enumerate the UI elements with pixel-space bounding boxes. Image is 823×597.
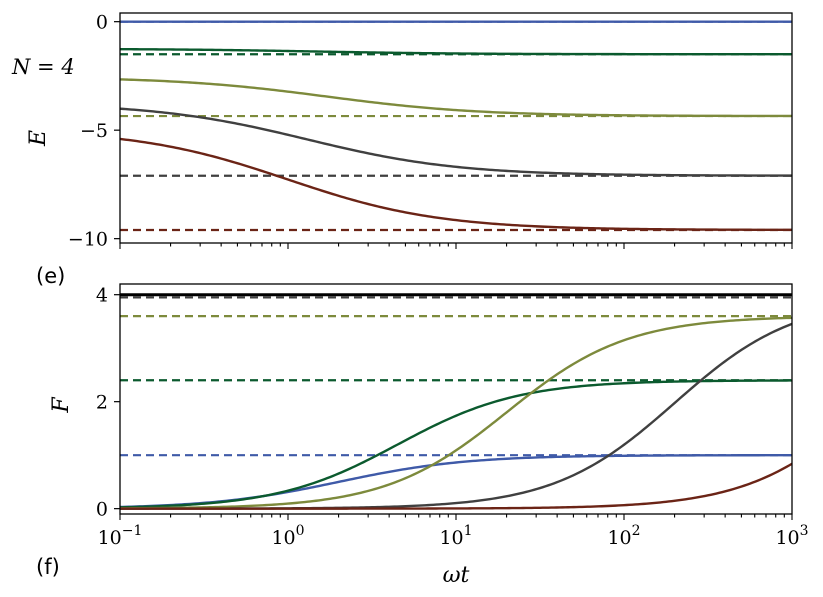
y-tick-label: −10 [68,229,108,251]
series-line-8 [120,462,792,510]
series-line-4 [120,316,792,510]
panel-tag-f: (f) [36,555,60,579]
series-line-2 [120,379,792,509]
y-tick-label: 0 [96,12,108,34]
series-line-4 [120,78,792,118]
y-tick-label: −5 [80,120,108,142]
time-axis-label: ωt [443,563,470,588]
x-tick-label: 101 [439,523,472,549]
series-line-6 [120,107,792,177]
panel-tag-e: (e) [36,264,65,288]
y-tick-label: 4 [96,285,108,307]
series-line-2 [120,47,792,56]
energy-axes-frame [119,12,793,244]
energy-panel: 0 −5 −10 N = 4 E (e) [11,12,793,288]
x-tick-label: 100 [271,523,304,549]
fidelity-axes-frame [119,283,793,515]
y-tick-label: 2 [96,392,108,414]
fidelity-curves [120,293,792,510]
energy-axis-label: E [26,130,51,147]
series-line-8 [120,137,792,232]
fidelity-axis-label: F [49,397,74,414]
x-tick-label: 102 [607,523,640,549]
y-tick-label: 0 [96,499,108,521]
fidelity-ticks: 0 2 4 10−1 100 101 102 103 [96,285,809,549]
particle-number-annotation: N = 4 [11,55,75,79]
x-tick-label: 103 [775,523,808,549]
energy-curves [120,20,792,232]
x-tick-label: 10−1 [98,523,143,549]
energy-ticks: 0 −5 −10 [68,12,793,251]
fidelity-panel: 0 2 4 10−1 100 101 102 103 F ωt (f) [36,283,809,588]
